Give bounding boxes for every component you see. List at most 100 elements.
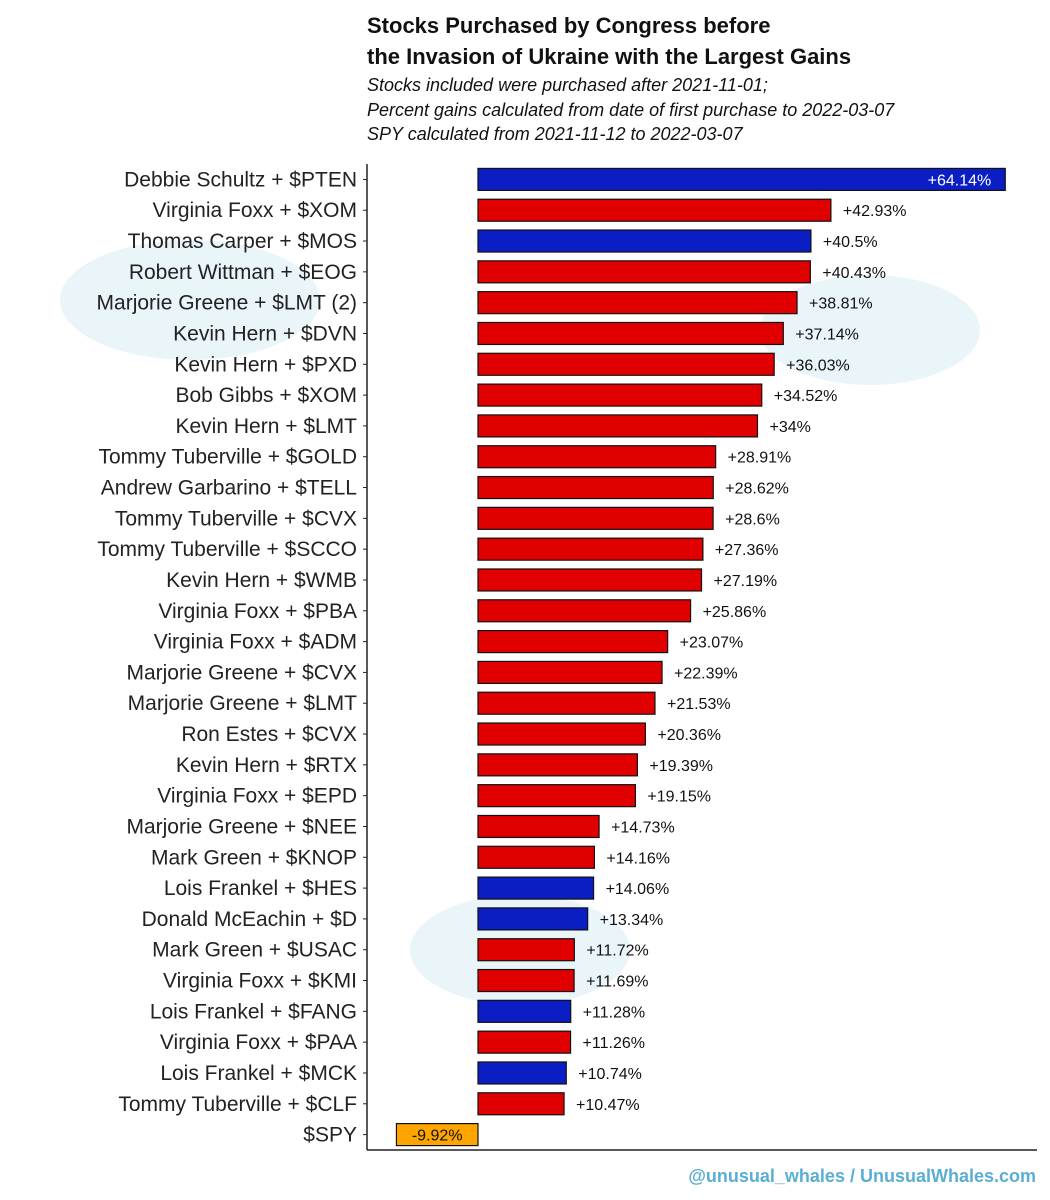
- bar: [477, 198, 832, 222]
- data-label: +34.52%: [774, 388, 838, 405]
- y-tick-label: Virginia Foxx + $KMI: [163, 970, 357, 993]
- data-label: +11.26%: [583, 1035, 645, 1052]
- y-tick-label: Mark Green + $KNOP: [151, 846, 357, 869]
- data-label: +10.74%: [578, 1066, 642, 1083]
- data-label: +13.34%: [600, 912, 664, 929]
- y-tick-label: Marjorie Greene + $NEE: [126, 815, 357, 838]
- data-label: +11.72%: [586, 943, 648, 960]
- y-tick-label: Kevin Hern + $DVN: [173, 322, 357, 345]
- data-label: +27.19%: [714, 573, 778, 590]
- data-label: +36.03%: [786, 357, 850, 374]
- bar: [477, 321, 784, 346]
- credit-text: @unusual_whales / UnusualWhales.com: [688, 1166, 1036, 1186]
- y-tick-label: Virginia Foxx + $EPD: [157, 785, 357, 808]
- bar: [477, 260, 811, 284]
- y-tick-label: Andrew Garbarino + $TELL: [101, 477, 357, 500]
- whale-watermark-icon: [60, 240, 320, 360]
- bar: [477, 383, 763, 407]
- y-tick-label: Tommy Tuberville + $GOLD: [98, 446, 357, 469]
- data-label: +37.14%: [795, 326, 859, 343]
- data-label: +34%: [769, 419, 810, 436]
- title-line-2: the Invasion of Ukraine with the Largest…: [367, 44, 852, 69]
- bar: [477, 291, 798, 315]
- y-tick-label: Kevin Hern + $PXD: [174, 353, 357, 376]
- data-label: +21.53%: [667, 696, 731, 713]
- data-label: +11.28%: [583, 1004, 645, 1021]
- bar: [477, 1061, 567, 1085]
- data-label: +19.39%: [649, 758, 713, 775]
- bar: [477, 229, 812, 253]
- y-tick-label: Virginia Foxx + $PBA: [158, 600, 357, 623]
- bar: [477, 968, 575, 993]
- bar: [477, 1092, 565, 1116]
- bar: [477, 568, 703, 592]
- bar: [477, 629, 669, 654]
- y-tick-label: Ron Estes + $CVX: [181, 723, 357, 746]
- data-label: +14.16%: [606, 850, 670, 867]
- data-label: +27.36%: [715, 542, 779, 559]
- y-tick-label: Donald McEachin + $D: [142, 908, 357, 931]
- data-label: +11.69%: [586, 974, 648, 991]
- data-label: +28.6%: [725, 511, 780, 528]
- chart-title: Stocks Purchased by Congress before the …: [367, 10, 851, 72]
- y-tick-label: Marjorie Greene + $CVX: [126, 661, 357, 684]
- y-tick-label: Tommy Tuberville + $CLF: [118, 1093, 357, 1116]
- bar: [477, 753, 638, 777]
- bar: [477, 537, 704, 561]
- subtitle-line-1: Stocks included were purchased after 202…: [367, 75, 768, 95]
- bar: [477, 876, 595, 900]
- y-tick-label: Marjorie Greene + $LMT: [128, 692, 358, 715]
- y-tick-label: Tommy Tuberville + $SCCO: [97, 538, 357, 561]
- y-tick-label: Marjorie Greene + $LMT (2): [97, 292, 357, 315]
- y-tick-label: Mark Green + $USAC: [152, 939, 357, 962]
- data-label: +42.93%: [843, 203, 907, 220]
- data-label: +38.81%: [809, 296, 873, 313]
- data-label: +20.36%: [657, 727, 721, 744]
- y-tick-label: Lois Frankel + $FANG: [150, 1000, 357, 1023]
- title-line-1: Stocks Purchased by Congress before: [367, 13, 771, 38]
- data-label: +19.15%: [647, 789, 711, 806]
- bar: [477, 414, 759, 438]
- data-label: +14.73%: [611, 819, 675, 836]
- y-tick-label: Thomas Carper + $MOS: [128, 230, 357, 253]
- y-tick-label: Tommy Tuberville + $CVX: [115, 507, 357, 530]
- data-label: +28.62%: [725, 481, 789, 498]
- data-label: +25.86%: [703, 604, 767, 621]
- data-label: +40.5%: [823, 234, 878, 251]
- bar: [477, 167, 1006, 192]
- bar: [395, 1122, 479, 1147]
- data-label: +14.06%: [606, 881, 670, 898]
- bar: [477, 938, 575, 962]
- data-label: +28.91%: [728, 450, 792, 467]
- y-tick-label: Virginia Foxx + $PAA: [160, 1031, 357, 1054]
- subtitle-line-3: SPY calculated from 2021-11-12 to 2022-0…: [367, 124, 743, 144]
- data-label: +22.39%: [674, 665, 738, 682]
- bar: [477, 599, 692, 623]
- bar: [477, 722, 646, 746]
- chart-subtitle: Stocks included were purchased after 202…: [367, 73, 894, 147]
- whale-watermark-icon: [760, 275, 980, 385]
- bar: [477, 784, 637, 808]
- bar: [477, 907, 589, 931]
- bar: [477, 445, 717, 469]
- y-tick-label: Lois Frankel + $HES: [164, 877, 357, 900]
- bar: [477, 1030, 572, 1054]
- bar: [477, 691, 656, 715]
- y-tick-label: Virginia Foxx + $XOM: [153, 199, 357, 222]
- bar: [477, 660, 663, 685]
- data-label: +23.07%: [680, 635, 744, 652]
- y-tick-label: Kevin Hern + $WMB: [166, 569, 357, 592]
- y-tick-label: Virginia Foxx + $ADM: [154, 631, 357, 654]
- data-label: -9.92%: [412, 1128, 463, 1145]
- subtitle-line-2: Percent gains calculated from date of fi…: [367, 99, 895, 120]
- bar: [477, 999, 572, 1023]
- data-label: +64.14%: [928, 172, 992, 189]
- y-tick-label: Kevin Hern + $RTX: [176, 754, 357, 777]
- bar: [477, 475, 714, 500]
- data-label: +40.43%: [822, 265, 886, 282]
- y-tick-label: Lois Frankel + $MCK: [160, 1062, 357, 1085]
- bar: [477, 506, 714, 530]
- y-tick-label: Kevin Hern + $LMT: [176, 415, 358, 438]
- y-tick-label: $SPY: [303, 1124, 357, 1147]
